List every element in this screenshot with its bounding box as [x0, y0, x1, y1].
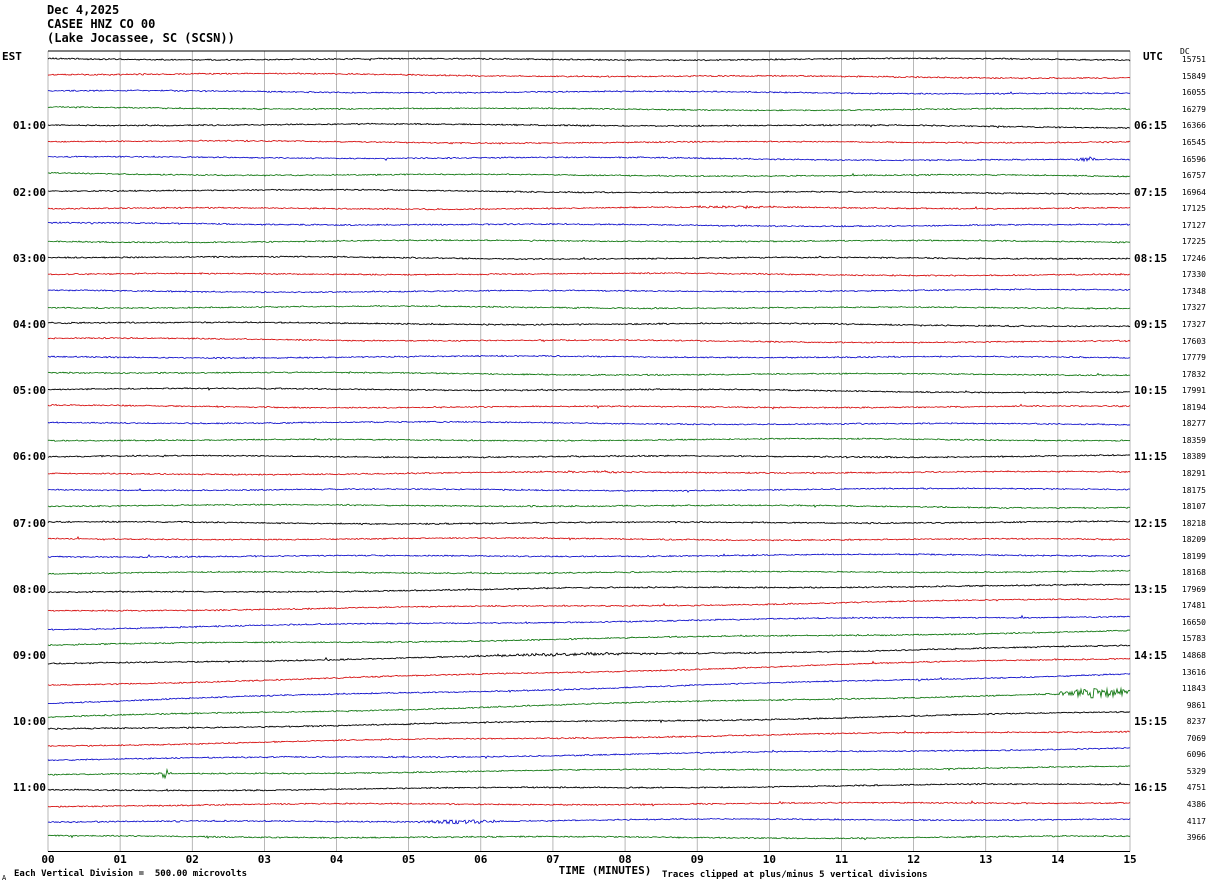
dc-value: 18291 [1181, 468, 1206, 478]
est-time-label: 07:00 [12, 516, 46, 530]
minute-tick: 04 [329, 853, 344, 866]
dc-value: 16055 [1181, 88, 1206, 98]
dc-value: 17481 [1181, 601, 1206, 611]
dc-value: 18389 [1181, 452, 1206, 462]
dc-value: 18175 [1181, 485, 1206, 495]
dc-value: 16279 [1181, 104, 1206, 114]
dc-value: 17327 [1181, 320, 1206, 329]
dc-value: 17246 [1181, 253, 1206, 263]
dc-value: 16964 [1181, 187, 1206, 197]
dc-value: 17327 [1181, 303, 1206, 313]
footer-clip-note: Traces clipped at plus/minus 5 vertical … [662, 870, 928, 880]
est-time-label: 03:00 [12, 251, 46, 265]
dc-value: 7069 [1186, 733, 1206, 743]
utc-time-label: 08:15 [1134, 251, 1168, 265]
dc-value: 17225 [1181, 237, 1206, 247]
corner-mark: A [2, 874, 7, 882]
utc-time-label: 11:15 [1134, 450, 1168, 464]
minute-tick: 09 [690, 853, 704, 866]
dc-value: 17348 [1181, 286, 1206, 296]
dc-value: 18194 [1181, 402, 1206, 412]
utc-time-label: 15:15 [1134, 715, 1168, 729]
dc-value: 17991 [1181, 386, 1206, 396]
minute-tick: 07 [546, 853, 560, 866]
header-date: Dec 4,2025 [47, 3, 120, 17]
dc-value: 4386 [1186, 799, 1206, 809]
utc-time-label: 06:15 [1134, 119, 1168, 133]
dc-value: 15783 [1181, 634, 1206, 644]
utc-time-label: 07:15 [1134, 185, 1168, 199]
dc-value: 17125 [1181, 204, 1206, 214]
dc-value: 18218 [1181, 518, 1206, 528]
est-time-label: 04:00 [12, 318, 46, 331]
dc-value: 3966 [1186, 833, 1206, 843]
dc-value: 15849 [1181, 71, 1206, 81]
est-time-label: 01:00 [12, 119, 46, 133]
minute-tick: 03 [257, 853, 272, 866]
dc-value: 9861 [1186, 700, 1206, 710]
dc-value: 11843 [1181, 684, 1206, 694]
minute-tick: 08 [618, 853, 632, 866]
dc-value: 16366 [1181, 121, 1206, 131]
dc-value: 18199 [1181, 551, 1206, 561]
dc-value: 8237 [1186, 717, 1206, 727]
header-station-location: (Lake Jocassee, SC (SCSN)) [47, 31, 235, 45]
minute-tick: 12 [906, 853, 921, 866]
minute-tick: 15 [1123, 853, 1137, 866]
dc-value: 16757 [1181, 171, 1206, 181]
minute-tick: 11 [834, 853, 849, 866]
dc-value: 4117 [1186, 816, 1206, 826]
footer-scale-note: Each Vertical Division = 500.00 microvol… [14, 869, 247, 879]
est-time-label: 05:00 [12, 384, 46, 398]
dc-value: 14868 [1181, 651, 1206, 660]
est-time-label: 10:00 [12, 715, 46, 729]
dc-value: 5329 [1186, 766, 1206, 776]
dc-value: 17603 [1181, 336, 1206, 346]
dc-value: 16545 [1181, 137, 1206, 147]
est-time-label: 06:00 [12, 450, 46, 464]
est-time-label: 11:00 [12, 781, 46, 795]
dc-value: 18209 [1181, 535, 1206, 545]
est-time-label: 02:00 [12, 185, 46, 199]
utc-time-label: 16:15 [1134, 781, 1168, 795]
est-axis-label: EST [2, 50, 22, 63]
dc-value: 17969 [1181, 584, 1206, 594]
header-station-code: CASEE HNZ CO 00 [47, 17, 156, 31]
minute-tick: 05 [402, 853, 416, 866]
utc-time-label: 09:15 [1134, 318, 1168, 331]
utc-time-label: 12:15 [1134, 516, 1168, 530]
minute-tick: 10 [762, 853, 776, 866]
utc-time-label: 14:15 [1134, 649, 1168, 662]
dc-value: 17330 [1181, 270, 1206, 280]
minute-tick: 01 [113, 853, 127, 866]
minute-tick: 14 [1051, 853, 1065, 866]
dc-value: 13616 [1181, 667, 1206, 677]
x-axis-title: TIME (MINUTES) [558, 864, 652, 877]
minute-tick: 06 [474, 853, 488, 866]
dc-value: 18359 [1181, 435, 1206, 445]
utc-time-label: 10:15 [1134, 384, 1168, 398]
dc-value: 17779 [1181, 353, 1206, 363]
minute-tick: 00 [41, 853, 55, 866]
dc-value: 6096 [1186, 750, 1206, 760]
dc-value: 15751 [1181, 55, 1206, 65]
est-time-label: 08:00 [12, 582, 46, 596]
utc-time-label: 13:15 [1134, 582, 1168, 596]
utc-axis-label: UTC [1143, 50, 1163, 63]
est-time-label: 09:00 [12, 649, 46, 662]
dc-value: 17832 [1181, 369, 1206, 379]
minute-tick: 02 [185, 853, 199, 866]
dc-value: 16596 [1181, 154, 1206, 164]
dc-value: 17127 [1181, 220, 1206, 230]
dc-value: 18277 [1181, 419, 1206, 429]
minute-tick: 13 [979, 853, 993, 866]
dc-value: 18168 [1181, 568, 1206, 578]
dc-value: 4751 [1186, 783, 1206, 793]
dc-column-header: DC [1180, 47, 1190, 56]
dc-value: 16650 [1181, 617, 1206, 627]
dc-value: 18107 [1181, 502, 1206, 512]
